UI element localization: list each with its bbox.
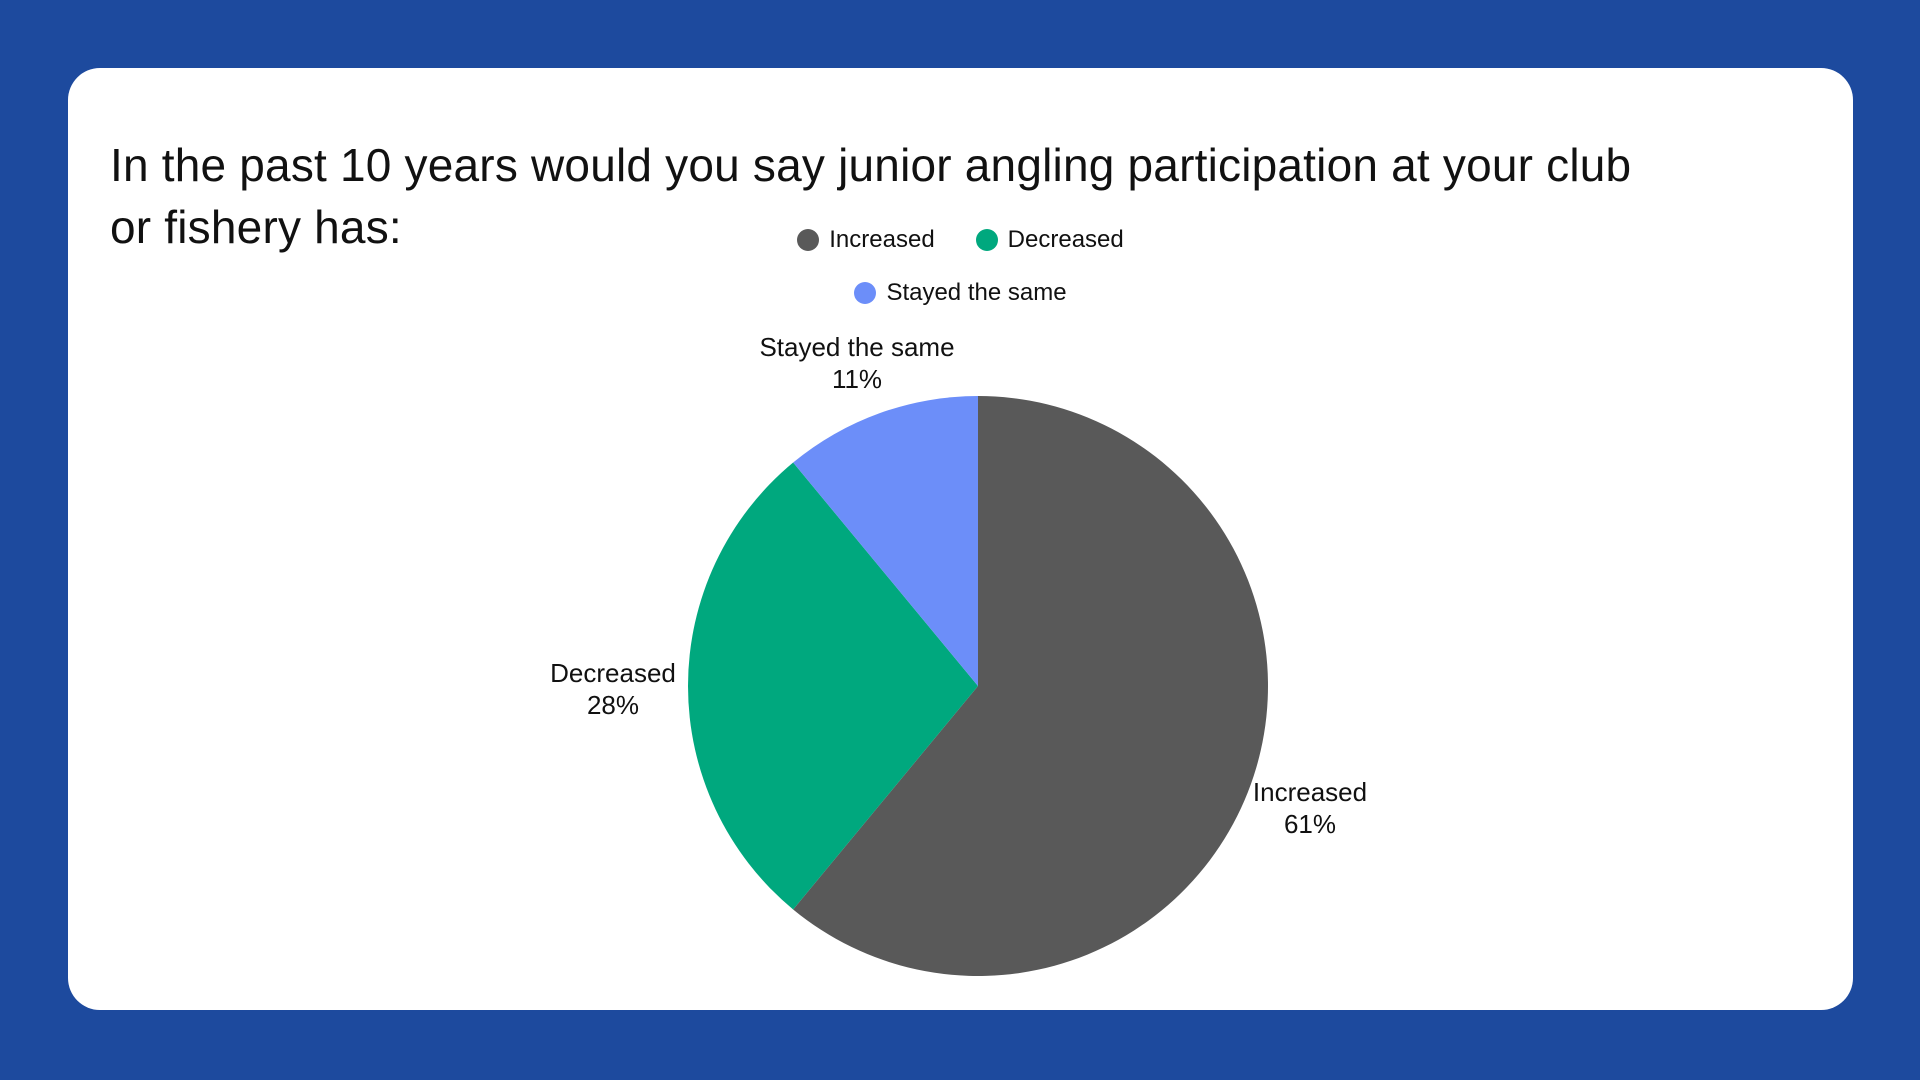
slice-label-stayed-the-same-value: 11%: [831, 364, 883, 394]
legend-label-increased: Increased: [829, 226, 935, 253]
chart-title-line-1: In the past 10 years would you say junio…: [110, 138, 1632, 191]
chart-title-line-2: or fishery has:: [110, 200, 402, 253]
legend-label-decreased: Decreased: [1007, 226, 1124, 253]
legend-item-decreased: Decreased: [975, 226, 1124, 254]
chart-card: In the past 10 years would you say junio…: [68, 68, 1853, 1010]
slice-label-decreased: Decreased 28%: [453, 657, 773, 721]
slice-label-stayed-the-same: Stayed the same 11%: [697, 331, 1017, 395]
legend-swatch-decreased-icon: [975, 229, 998, 251]
slice-label-decreased-value: 28%: [586, 690, 640, 720]
legend-row-2: Stayed the same: [854, 278, 1067, 308]
slice-label-stayed-the-same-name: Stayed the same: [759, 332, 955, 362]
slice-label-increased-value: 61%: [1283, 809, 1337, 839]
chart-title: In the past 10 years would you say junio…: [110, 134, 1790, 258]
legend-item-increased: Increased: [797, 226, 935, 254]
pie-slice-increased: [793, 396, 1269, 976]
pie-chart: [688, 396, 1269, 976]
slice-label-increased: Increased 61%: [1150, 776, 1470, 840]
legend-swatch-stayed-the-same-icon: [854, 282, 877, 304]
chart-legend: Increased Decreased Stayed the same: [68, 225, 1853, 308]
pie-slice-decreased: [688, 462, 978, 910]
legend-row-1: Increased Decreased: [797, 225, 1124, 255]
legend-item-stayed-the-same: Stayed the same: [854, 279, 1067, 307]
legend-label-stayed-the-same: Stayed the same: [886, 279, 1067, 306]
slice-label-decreased-name: Decreased: [550, 658, 676, 688]
legend-swatch-increased-icon: [797, 229, 820, 251]
slice-label-increased-name: Increased: [1252, 777, 1368, 807]
pie-slice-stayed-the-same: [793, 396, 978, 686]
